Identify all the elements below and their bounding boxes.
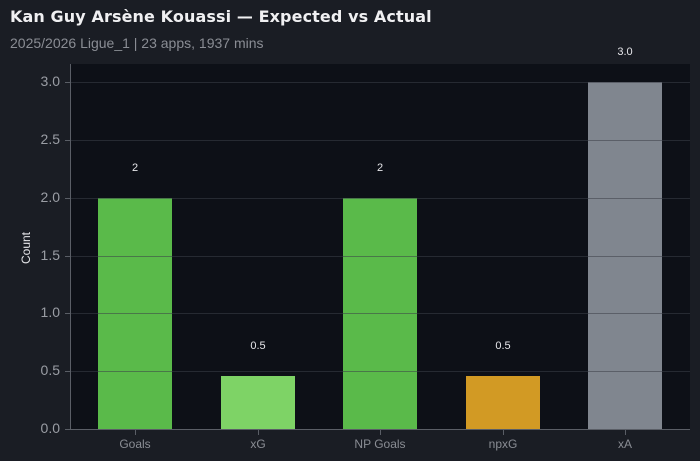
x-tick [380,430,381,435]
x-tick [135,430,136,435]
x-tick-label: xG [250,437,266,451]
y-tick [65,82,70,83]
y-tick-label: 2.0 [40,189,60,205]
x-axis-line [70,429,690,430]
x-tick [625,430,626,435]
data-label: 3.0 [617,46,633,58]
gridline [70,198,690,199]
x-tick-label: Goals [119,437,151,451]
x-tick-label: xA [617,437,632,451]
bar-npxg [466,375,540,429]
y-tick-label: 2.5 [40,131,60,147]
x-tick-label: npxG [488,437,518,451]
y-tick [65,256,70,257]
data-label: 0.5 [250,339,266,352]
y-tick [65,429,70,430]
y-tick-label: 1.5 [40,247,60,263]
y-tick [65,140,70,141]
y-tick-label: 3.0 [40,73,60,89]
gridline [70,140,690,141]
x-tick [503,430,504,435]
bar-xg [221,375,295,429]
gridline [70,256,690,257]
data-label: 0.5 [495,339,511,352]
data-label: 2 [131,161,139,174]
gridline [70,313,690,314]
y-tick [65,198,70,199]
y-tick-label: 0.0 [40,420,60,436]
gridline [70,82,690,83]
gridline [70,371,690,372]
y-axis-line [70,64,71,430]
y-tick [65,313,70,314]
chart-title: Kan Guy Arsène Kouassi — Expected vs Act… [10,7,432,26]
y-axis-title: Count [19,231,33,265]
y-tick-label: 0.5 [40,362,60,378]
y-tick-label: 1.0 [40,304,60,320]
y-tick [65,371,70,372]
chart-subtitle: 2025/2026 Ligue_1 | 23 apps, 1937 mins [10,35,264,51]
data-label: 2 [376,161,384,174]
x-tick [258,430,259,435]
x-tick-label: NP Goals [354,437,406,451]
